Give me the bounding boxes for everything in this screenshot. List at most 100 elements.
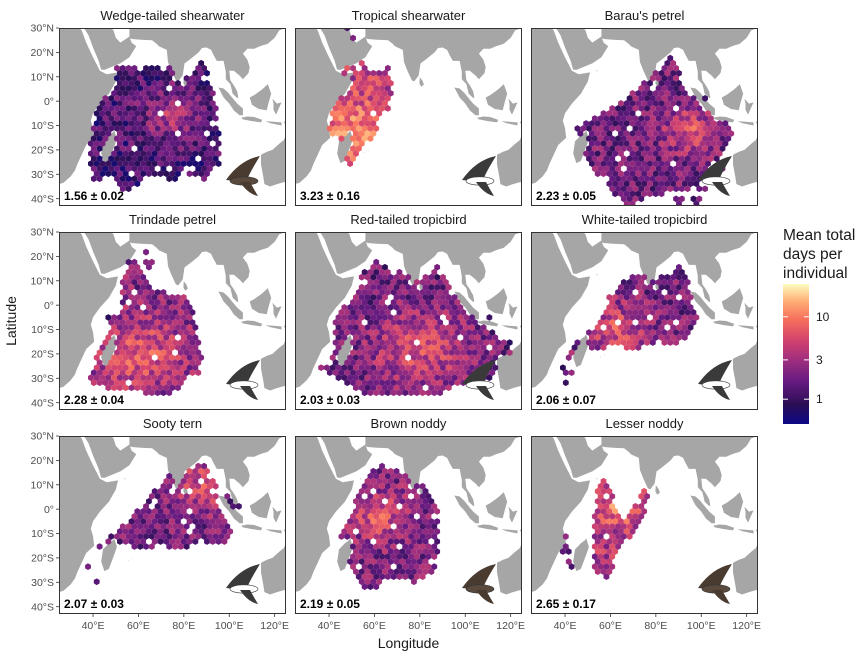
hex-cell [664,180,671,188]
hex-cell [108,319,115,326]
hex-cell [591,563,598,570]
hex-cell [376,497,383,505]
hex-cell [620,339,627,346]
hex-cell [198,508,205,515]
hex-cell [399,487,406,495]
hex-cell [198,150,205,157]
hex-cell [422,497,429,505]
hex-cell [338,125,345,132]
hex-cell [673,95,679,102]
hex-cell [506,349,513,356]
hex-cell [166,145,173,152]
hex-cell [189,472,196,480]
land-mask [531,436,758,595]
hex-cell [137,84,144,92]
hex-cell [206,513,213,520]
hex-cell [358,578,365,586]
hex-cell [591,165,598,173]
hex-cell [635,170,642,178]
hex-cell [673,195,679,203]
hex-cell [157,304,164,311]
hex-cell [180,374,187,382]
hex-cell [705,140,711,147]
hex-cell [140,344,147,351]
hex-cell [681,120,688,127]
hex-cell [125,288,132,296]
hex-cell [664,160,671,168]
hex-cell [647,334,653,341]
hex-cell [361,379,368,387]
hex-cell [661,105,668,112]
hex-cell [687,130,694,137]
hex-cell [370,467,377,475]
hex-cell [678,95,685,102]
hex-cell [425,389,432,397]
hex-cell [119,165,126,173]
hex-cell [350,533,356,540]
hex-cell [597,135,604,142]
hex-cell [140,293,147,301]
hex-cell [195,84,202,92]
hex-cell [384,288,391,296]
trindade-petrel-icon [226,360,260,400]
land-mask [295,28,522,187]
hex-cell [664,89,671,97]
hex-cell [451,334,458,341]
hex-cell [341,120,348,127]
hex-cell [626,309,633,316]
y-tick-label: 20°N [31,47,54,59]
hex-cell [612,508,619,515]
hex-cell [451,374,458,382]
hex-cell [431,299,438,306]
hex-cell [376,384,383,392]
hex-cell [163,324,170,331]
hex-cell [125,309,132,316]
hex-cell [102,369,109,377]
hex-cell [358,344,365,351]
hex-cell [641,283,648,291]
hex-cell [160,125,167,132]
hex-cell [408,369,414,377]
hex-cell [620,329,627,336]
hex-cell [140,160,147,168]
hex-cell [353,314,359,321]
hex-cell [384,482,391,490]
hex-cell [664,334,671,341]
hex-cell [647,89,653,97]
hex-cell [140,69,147,77]
hex-cell [684,95,691,102]
hex-cell [597,145,604,152]
hex-cell [186,497,193,505]
hex-cell [445,314,452,321]
hex-cell [125,175,132,183]
hex-cell [416,384,423,392]
hex-cell [318,364,325,372]
hex-cell [649,329,656,336]
hex-cell [154,299,161,306]
hex-cell [154,339,161,346]
hex-cell [122,79,129,87]
hex-cell [678,319,685,326]
panel-stat-label: 3.23 ± 0.16 [300,189,360,203]
hex-cell [373,115,380,122]
hex-cell [125,135,132,142]
hex-cell [93,110,100,117]
hex-cell [376,273,383,281]
hex-cell [390,359,397,366]
hex-cell [684,278,691,286]
hex-cell [384,339,391,346]
hex-cell [131,155,138,162]
hex-cell [629,283,636,291]
hex-cell [119,185,126,193]
hex-cell [431,329,438,336]
hex-cell [361,369,368,377]
hex-cell [728,130,735,137]
hex-cell [166,543,173,550]
hex-cell [416,558,423,565]
hex-cell [353,364,359,372]
hex-cell [623,518,630,525]
hex-cell [652,69,659,77]
hex-cell [361,309,368,316]
hex-cell [402,492,409,500]
hex-cell [600,477,607,485]
